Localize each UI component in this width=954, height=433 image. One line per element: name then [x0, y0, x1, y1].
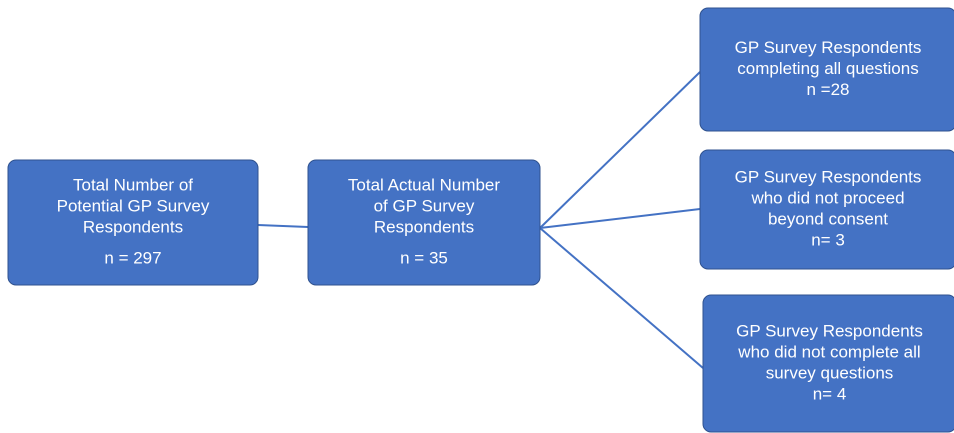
node-label: completing all questions	[737, 59, 918, 78]
node-label: GP Survey Respondents	[736, 321, 923, 340]
connector	[539, 208, 701, 229]
node-label: GP Survey Respondents	[735, 167, 922, 186]
node-label: who did not proceed	[750, 188, 904, 207]
node-count: n = 35	[400, 248, 448, 267]
connector	[539, 227, 704, 369]
node-label: Total Number of	[73, 175, 193, 194]
node-label: Total Actual Number	[348, 175, 500, 194]
node-label: Respondents	[83, 217, 183, 236]
node-label: survey questions	[766, 363, 894, 382]
node-box	[699, 149, 954, 270]
connector	[257, 224, 309, 228]
node-label: Respondents	[374, 217, 474, 236]
node-label: beyond consent	[768, 209, 888, 228]
node-count: n= 4	[813, 384, 847, 403]
node-count: n =28	[806, 80, 849, 99]
connector	[539, 71, 701, 229]
node-label: GP Survey Respondents	[735, 38, 922, 57]
node-label: of GP Survey	[374, 196, 475, 215]
node-label: who did not complete all	[737, 342, 920, 361]
node-box	[307, 159, 541, 286]
node-box	[7, 159, 259, 286]
node-label: Potential GP Survey	[57, 196, 210, 215]
node-box	[702, 294, 954, 433]
node-count: n= 3	[811, 230, 845, 249]
node-box	[699, 7, 954, 132]
node-count: n = 297	[104, 248, 161, 267]
